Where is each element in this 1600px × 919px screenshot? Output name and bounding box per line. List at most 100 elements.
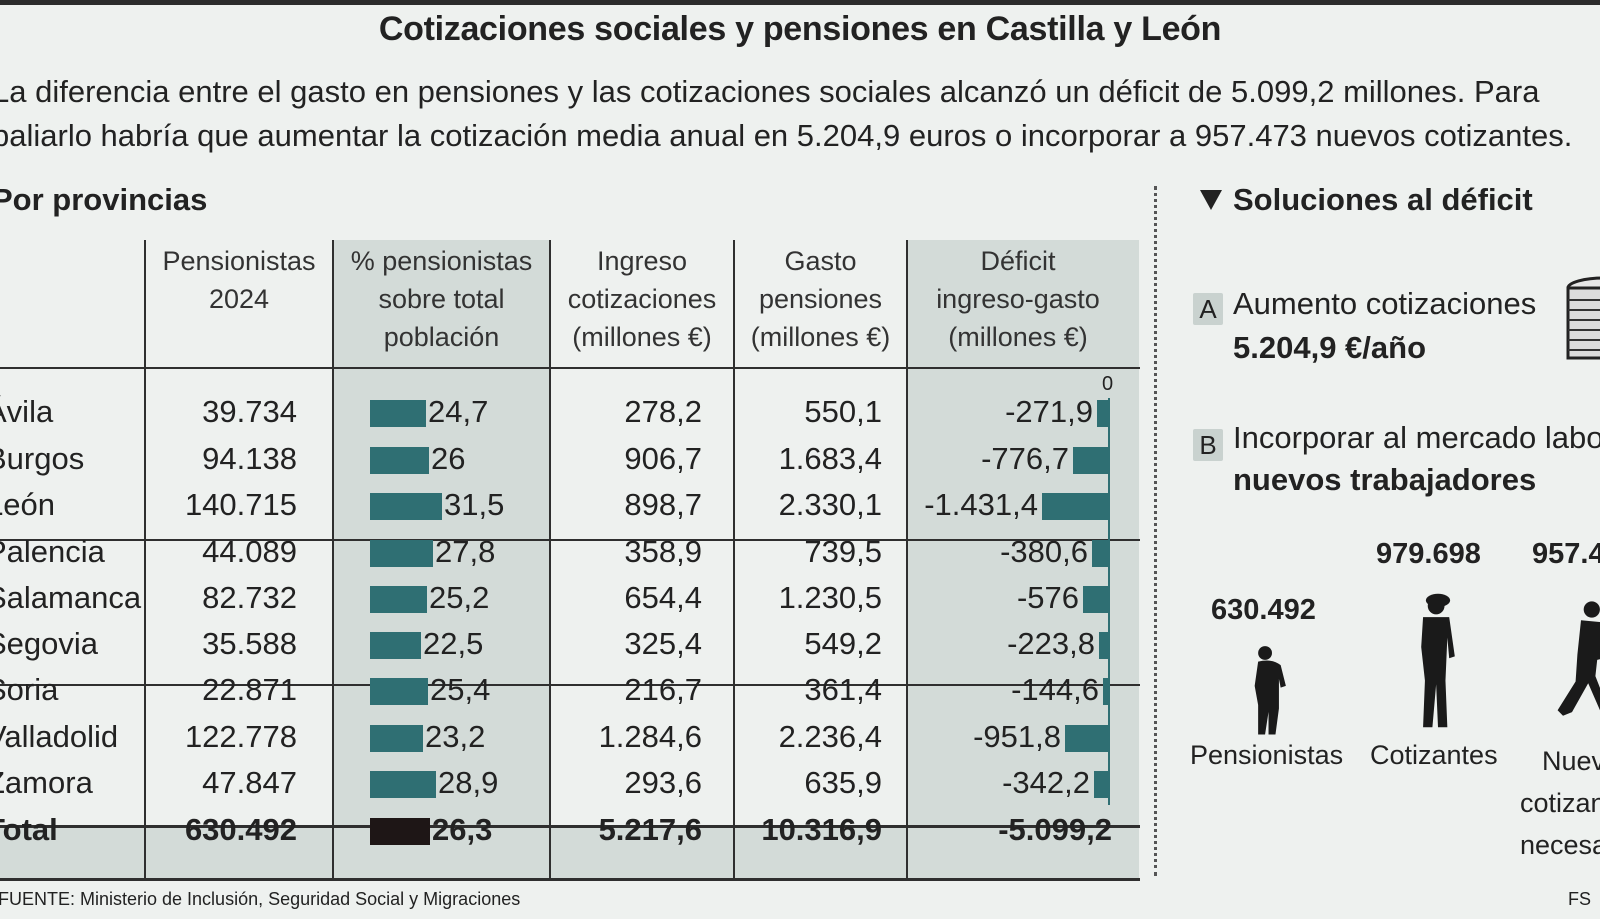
province-name: Total [0, 812, 58, 847]
worker-icon [1421, 593, 1455, 728]
pensioners-value: 94.138 [202, 441, 297, 476]
deficit-bar [1099, 632, 1110, 659]
pct-value: 28,9 [438, 765, 499, 800]
income-value: 898,7 [624, 487, 702, 522]
contributors-count: 979.698 [1376, 538, 1481, 570]
income-value: 654,4 [624, 580, 702, 615]
option-a-text: Aumento cotizaciones [1233, 286, 1537, 321]
header-pct: % pensionistas sobre total población [350, 246, 533, 352]
expense-value: 549,2 [804, 626, 882, 661]
deficit-bar [1065, 725, 1110, 752]
table-row: Ávila 39.734 24,7 278,2 550,1 -271,9 [0, 389, 1140, 435]
province-name: Ávila [0, 394, 54, 429]
province-name: Palencia [0, 534, 105, 569]
deficit-value: -271,9 [1005, 394, 1093, 429]
pct-bar [370, 493, 442, 520]
triangle-marker-icon [1200, 190, 1222, 210]
new-contributors-label: Nuevos cotizantes necesarios [1520, 746, 1600, 860]
expense-value: 2.236,4 [778, 719, 882, 754]
pensioners-value: 44.089 [202, 534, 297, 569]
province-name: Salamanca [0, 580, 142, 615]
col-divider [549, 240, 551, 880]
expense-value: 635,9 [804, 765, 882, 800]
pct-bar [370, 540, 433, 567]
header-gasto: Gasto pensiones (millones €) [750, 246, 891, 352]
chart-title: Cotizaciones sociales y pensiones en Cas… [378, 10, 1222, 48]
pct-bar [370, 400, 426, 427]
deficit-bar [1083, 586, 1110, 613]
col-divider [906, 240, 908, 880]
badge-b: B [1193, 429, 1223, 461]
deficit-value: -342,2 [1002, 765, 1090, 800]
income-value: 358,9 [624, 534, 702, 569]
deficit-bar [1103, 678, 1110, 705]
header-deficit: Déficit ingreso-gasto (millones €) [936, 246, 1100, 352]
pct-value: 25,2 [429, 580, 490, 615]
option-b-value: nuevos trabajadores [1233, 462, 1537, 497]
expense-value: 550,1 [804, 394, 882, 429]
pct-bar [370, 447, 429, 474]
pct-bar [370, 771, 436, 798]
coin-stack-icon [1566, 276, 1600, 360]
badge-a: A [1193, 293, 1223, 325]
intro-text: La diferencia entre el gasto en pensione… [0, 70, 1592, 158]
header-rule [0, 367, 1140, 369]
deficit-value: -380,6 [1000, 534, 1088, 569]
province-name: León [0, 487, 55, 522]
income-value: 216,7 [624, 672, 702, 707]
deficit-value: -776,7 [981, 441, 1069, 476]
pct-value: 27,8 [435, 534, 496, 569]
group-rule [0, 684, 1140, 686]
expense-value: 361,4 [804, 672, 882, 707]
table-row: Salamanca 82.732 25,2 654,4 1.230,5 -576 [0, 575, 1140, 621]
pct-value: 26 [431, 441, 466, 476]
pct-value: 25,4 [430, 672, 491, 707]
pct-bar [370, 632, 421, 659]
deficit-bar [1097, 400, 1110, 427]
deficit-bar [1042, 493, 1110, 520]
deficit-zero-label: 0 [1102, 373, 1114, 395]
pct-bar [370, 725, 423, 752]
group-rule [0, 539, 1140, 541]
deficit-value: -1.431,4 [924, 487, 1038, 522]
province-name: Burgos [0, 441, 85, 476]
deficit-value: -951,8 [973, 719, 1061, 754]
table-row: Palencia 44.089 27,8 358,9 739,5 -380,6 [0, 529, 1140, 575]
intro-line-2: paliarlo habría que aumentar la cotizaci… [0, 118, 1573, 153]
expense-value: 2.330,1 [778, 487, 882, 522]
pct-value: 26,3 [432, 812, 493, 847]
pensioners-value: 140.715 [184, 487, 297, 522]
solutions-title: Soluciones al déficit [1233, 182, 1533, 217]
expense-value: 10.316,9 [761, 812, 882, 847]
total-rule [0, 825, 1140, 828]
table-row: Segovia 35.588 22,5 325,4 549,2 -223,8 [0, 621, 1140, 667]
deficit-bar [1073, 447, 1110, 474]
panel-divider [1154, 186, 1157, 876]
province-name: Soria [0, 672, 59, 707]
province-name: Segovia [0, 626, 99, 661]
pct-value: 31,5 [444, 487, 505, 522]
expense-value: 1.683,4 [778, 441, 882, 476]
col-divider [733, 240, 735, 880]
pensioners-value: 82.732 [202, 580, 297, 615]
pct-value: 23,2 [425, 719, 486, 754]
top-rule [0, 0, 1600, 5]
section-title-provinces: Por provincias [0, 182, 208, 217]
deficit-value: -144,6 [1011, 672, 1099, 707]
pensioners-value: 22.871 [202, 672, 297, 707]
bottom-rule [0, 878, 1140, 881]
province-name: Valladolid [0, 719, 119, 754]
income-value: 5.217,6 [598, 812, 702, 847]
table-row: Valladolid 122.778 23,2 1.284,6 2.236,4 -951,… [0, 714, 1140, 760]
expense-value: 739,5 [804, 534, 882, 569]
col-divider [144, 240, 146, 880]
credit: FS [1568, 889, 1592, 909]
pensioners-value: 39.734 [202, 394, 297, 429]
option-a-value: 5.204,9 €/año [1233, 330, 1427, 365]
deficit-value: -5.099,2 [998, 812, 1112, 847]
pct-bar [370, 678, 428, 705]
income-value: 906,7 [624, 441, 702, 476]
income-value: 278,2 [624, 394, 702, 429]
col-divider [332, 240, 334, 880]
pensioners-value: 47.847 [202, 765, 297, 800]
